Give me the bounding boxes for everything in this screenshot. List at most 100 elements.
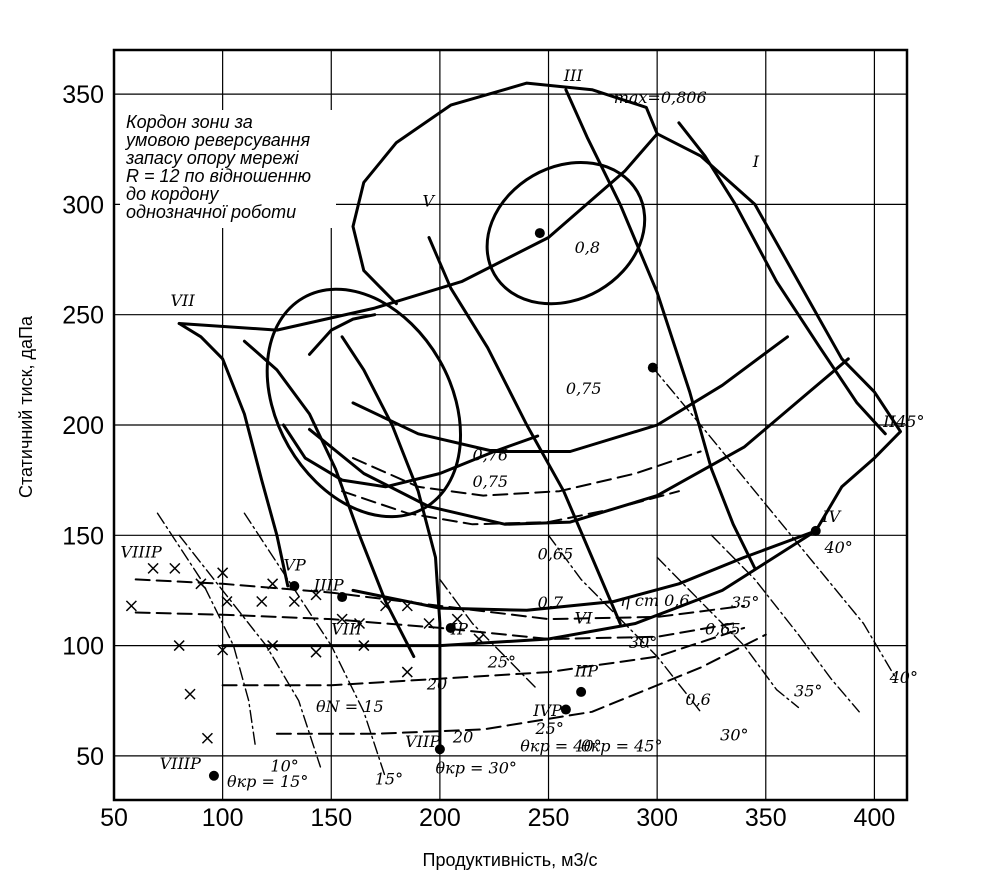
x-tick-label: 250 xyxy=(528,804,570,832)
curve-label: IV xyxy=(821,507,841,526)
curve-label: θN = 15 xyxy=(316,697,384,716)
operating-point xyxy=(810,525,821,536)
curve-label: 15° xyxy=(375,770,403,789)
cross-marker xyxy=(288,595,300,608)
series-line xyxy=(547,534,702,713)
tick-labels: 50 100 150 200 250 300 350 400 50 100 150 200 250 300… xyxy=(62,81,895,832)
operating-point xyxy=(647,362,658,373)
series-line xyxy=(439,578,539,691)
x-tick-label: 300 xyxy=(636,804,678,832)
curve-label: VI xyxy=(575,609,594,628)
series-line xyxy=(352,450,702,497)
series-line xyxy=(282,423,540,489)
curve-label: 0,65 xyxy=(538,545,574,564)
y-tick-label: 150 xyxy=(62,522,104,550)
note-line: запасу опору мережі xyxy=(125,148,300,168)
curve-label: 20 xyxy=(426,675,447,694)
y-tick-label: 50 xyxy=(76,743,104,771)
operating-point xyxy=(560,704,571,715)
cross-marker xyxy=(380,600,392,612)
curve-label: η ст 0,6 xyxy=(620,591,689,610)
curve-label: 30° xyxy=(720,725,748,744)
cross-marker xyxy=(423,617,435,630)
cross-marker xyxy=(195,578,207,590)
series-line xyxy=(427,236,622,625)
operating-point xyxy=(289,581,300,592)
efficiency-contour xyxy=(485,160,647,306)
x-tick-label: 350 xyxy=(745,804,787,832)
curve-label: θкр = 45° xyxy=(581,736,662,755)
series-line xyxy=(177,81,659,332)
series-line xyxy=(656,556,800,709)
cross-marker xyxy=(217,644,229,656)
operating-point xyxy=(434,744,445,755)
cross-marker xyxy=(184,688,196,700)
curve-label: 40° xyxy=(823,538,852,557)
cross-marker xyxy=(358,640,370,652)
curve-label: 0,6 xyxy=(685,690,710,709)
cross-marker xyxy=(310,646,322,658)
curve-label: 40° xyxy=(889,668,918,687)
x-tick-label: 50 xyxy=(100,804,128,832)
series-line xyxy=(341,490,680,526)
curve-label: 10° xyxy=(270,756,298,775)
curve-label: 45° xyxy=(895,412,924,431)
cross-marker xyxy=(221,595,233,608)
cross-marker xyxy=(267,640,279,652)
y-tick-label: 350 xyxy=(62,81,104,109)
series-line xyxy=(340,335,442,751)
cross-marker xyxy=(336,613,348,625)
series-line xyxy=(655,132,902,533)
series-line xyxy=(177,322,290,588)
series-line xyxy=(243,512,387,779)
curve-label: 25° xyxy=(534,719,563,738)
curve-label: III xyxy=(563,66,584,85)
operating-point xyxy=(445,622,456,633)
curve-label: V xyxy=(423,192,436,211)
x-tick-label: 150 xyxy=(310,804,352,832)
curve-label: IIР xyxy=(574,661,599,680)
curve-label: IVР xyxy=(532,701,562,720)
curve-label: VIIР xyxy=(405,732,440,751)
series-line xyxy=(652,366,897,680)
curve-label: 20 xyxy=(452,728,473,747)
series-line xyxy=(351,529,818,612)
series-line xyxy=(677,121,887,436)
note-line: однозначної роботи xyxy=(126,202,296,222)
curve-label: 25° xyxy=(487,653,516,672)
efficiency-contour xyxy=(265,287,463,519)
cross-marker xyxy=(401,666,413,678)
series-line xyxy=(351,335,789,453)
series-line xyxy=(308,357,850,526)
cross-marker xyxy=(353,617,366,630)
cross-marker xyxy=(125,600,137,612)
note-line: Кордон зони за xyxy=(126,112,253,132)
operating-point xyxy=(337,592,348,603)
plot-frame xyxy=(112,48,909,802)
series-line xyxy=(242,339,416,659)
cross-marker xyxy=(401,600,413,612)
series-line xyxy=(156,512,256,746)
curve-label: 0,7 xyxy=(538,593,564,612)
curve-label: max=0,806 xyxy=(614,88,707,107)
curve-labels: max=0,806 0,8 0,75 0,76 0,75 0,65 0,7 η ст 0,6 0… xyxy=(121,66,925,791)
cross-marker xyxy=(169,562,181,574)
curve-label: 0,8 xyxy=(575,238,600,257)
operating-points xyxy=(208,228,821,781)
operating-point xyxy=(534,228,545,239)
curve-label: θкр = 30° xyxy=(436,759,517,778)
curve-label: 0,76 xyxy=(472,445,508,464)
y-tick-label: 100 xyxy=(62,633,104,661)
curve-label: VIII xyxy=(331,620,362,639)
curve-label: VIIIР xyxy=(160,754,202,773)
series-line xyxy=(564,88,757,570)
cross-marker xyxy=(310,589,322,601)
curve-label: 30° xyxy=(629,633,657,652)
series-line xyxy=(134,578,746,621)
series-line xyxy=(134,611,735,640)
note-line: до кордону xyxy=(126,184,219,204)
cross-marker xyxy=(201,732,213,744)
curve-label: 0,65 xyxy=(705,620,741,639)
x-tick-label: 100 xyxy=(202,804,244,832)
